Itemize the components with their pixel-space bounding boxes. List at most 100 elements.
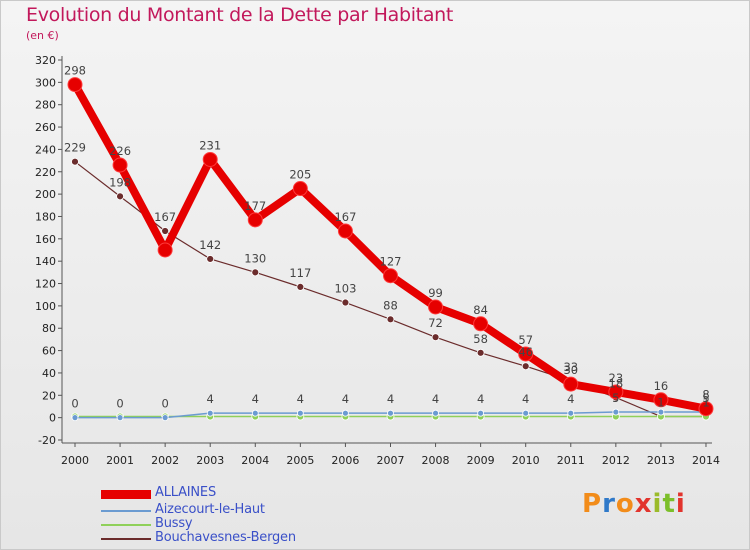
data-point [206,255,215,263]
data-point [206,409,214,417]
x-tick-label: 2002 [151,454,179,467]
data-point [387,409,394,417]
data-label: 130 [244,251,266,265]
logo-letter: P [582,489,603,519]
data-label: 1 [657,396,664,410]
data-point [112,157,128,173]
y-tick-label: -20 [38,434,56,447]
x-tick-label: 2009 [467,454,495,467]
data-point [612,408,620,416]
data-label: 167 [334,210,356,224]
x-tick-label: 2008 [422,454,450,467]
logo-letter: i [652,489,663,519]
legend-swatch [101,524,151,526]
legend-label: Bouchavesnes-Bergen [155,530,296,545]
y-tick-label: 220 [35,166,56,179]
data-point [341,298,350,307]
x-tick-label: 2000 [61,454,89,467]
x-tick-label: 2012 [602,454,630,467]
data-point [698,401,714,417]
data-label: 5 [612,391,619,405]
data-label: 4 [432,392,439,406]
data-point [653,392,669,408]
y-tick-label: 300 [35,76,56,89]
data-label: 88 [383,298,398,312]
data-point [477,409,485,417]
data-point [116,414,124,422]
data-point [473,316,489,332]
data-point [161,414,169,422]
data-point [342,409,349,417]
y-tick-label: 280 [35,99,56,112]
data-label: 177 [244,199,266,213]
data-label: 30 [563,363,578,377]
data-point [657,408,665,416]
data-label: 103 [334,282,356,296]
data-label: 231 [199,138,221,152]
x-tick-label: 2004 [241,454,269,467]
data-point [428,299,444,315]
data-label: 72 [428,316,443,330]
logo-letter: x [634,489,653,519]
data-point [71,157,79,166]
data-point [296,409,304,417]
data-label: 167 [154,210,176,224]
data-label: 4 [252,392,259,406]
data-label: 4 [477,392,484,406]
data-label: 205 [289,168,311,182]
data-label: 58 [473,332,488,346]
chart-title: Evolution du Montant de la Dette par Hab… [26,4,454,26]
y-tick-label: 60 [42,345,56,358]
x-tick-label: 2006 [331,454,359,467]
proxiti-logo: Proxiti [582,489,686,519]
x-tick-label: 2011 [557,454,585,467]
logo-letter: i [675,489,686,519]
data-point [157,242,173,258]
data-label: 229 [64,141,86,155]
data-label: 46 [518,345,533,359]
data-label: 1 [702,396,709,410]
logo-letter: t [662,489,676,519]
chart-subtitle: (en €) [26,29,59,42]
data-point [247,212,263,228]
x-tick-label: 2014 [692,454,720,467]
legend-swatch [101,510,151,512]
data-label: 4 [207,392,214,406]
legend-swatch [101,489,151,499]
data-point [251,268,260,277]
data-point [292,181,308,197]
data-label: 4 [567,392,574,406]
x-tick-label: 2010 [512,454,540,467]
data-label: 226 [109,144,131,158]
y-tick-label: 120 [35,278,56,291]
x-tick-label: 2005 [286,454,314,467]
y-tick-label: 100 [35,300,56,313]
logo-letter: r [602,489,616,519]
data-point [67,77,83,93]
x-tick-label: 2007 [376,454,404,467]
data-label: 57 [518,333,533,347]
y-tick-label: 140 [35,255,56,268]
legend-label: ALLAINES [155,485,216,500]
data-point [71,414,79,422]
legend-label: Aizecourt-le-Haut [155,502,265,517]
data-label: 99 [428,286,443,300]
y-tick-label: 200 [35,188,56,201]
data-label: 16 [654,379,669,393]
y-tick-label: 260 [35,121,56,134]
data-point [608,384,624,400]
data-label: 298 [64,64,86,78]
data-label: 117 [289,266,311,280]
data-point [476,348,485,357]
data-label: 198 [109,175,131,189]
data-label: 0 [116,397,123,411]
data-label: 33 [563,360,578,374]
y-tick-label: 80 [42,322,56,335]
x-tick-label: 2001 [106,454,134,467]
data-point [386,315,395,324]
data-label: 0 [161,397,168,411]
data-label: 5 [702,391,709,405]
y-tick-label: 20 [42,389,56,402]
data-point [116,192,124,201]
